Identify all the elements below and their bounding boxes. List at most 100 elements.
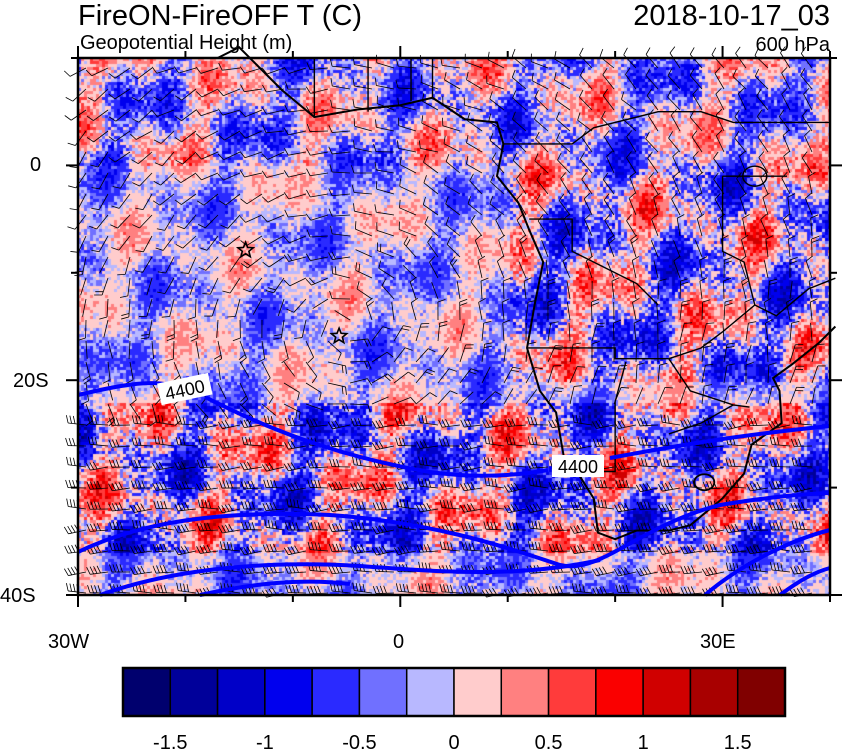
wind-barb <box>239 382 249 406</box>
country-border <box>527 347 669 360</box>
wind-barb <box>65 88 87 102</box>
wind-barb <box>701 524 725 534</box>
wind-barb <box>198 256 219 271</box>
wind-barb <box>657 319 666 342</box>
wind-barb <box>217 151 241 161</box>
colorbar-box <box>169 667 219 717</box>
wind-barb <box>668 131 681 153</box>
wind-barb <box>284 482 307 492</box>
wind-barb <box>328 125 351 133</box>
wind-barb <box>108 151 131 163</box>
wind-barb <box>365 297 374 321</box>
wind-barb <box>152 481 175 491</box>
wind-barb <box>283 403 301 421</box>
wind-barb <box>621 91 637 111</box>
wind-barb <box>371 351 394 363</box>
wind-barb <box>199 235 219 251</box>
wind-barb <box>176 214 197 230</box>
wind-barb <box>87 436 109 447</box>
wind-barb <box>180 256 197 274</box>
wind-barb <box>99 256 109 274</box>
wind-barb <box>87 585 109 594</box>
wind-barb <box>469 173 483 195</box>
wind-barb <box>128 319 131 338</box>
wind-barb <box>130 565 153 576</box>
wind-barb <box>714 67 725 90</box>
wind-barb <box>734 109 747 132</box>
wind-barb <box>518 261 527 279</box>
wind-barb <box>216 319 219 338</box>
wind-barb <box>484 477 505 489</box>
wind-barb <box>481 320 492 342</box>
wind-barb <box>501 298 510 321</box>
wind-barb <box>579 89 593 111</box>
wind-barb <box>131 109 153 123</box>
wind-barb <box>735 46 747 69</box>
wind-barb <box>108 502 131 512</box>
wind-barb <box>174 502 197 512</box>
wind-barb <box>616 435 637 447</box>
wind-barb <box>445 153 461 174</box>
wind-barb <box>213 340 223 364</box>
wind-barb <box>109 564 131 573</box>
wind-barb <box>196 193 219 206</box>
wind-barb <box>415 323 430 342</box>
wind-barb <box>351 521 373 531</box>
country-border <box>614 361 627 402</box>
wind-barb <box>371 326 391 342</box>
wind-barb <box>724 523 747 534</box>
wind-barb <box>151 109 175 117</box>
wind-barb <box>746 502 769 512</box>
wind-barb <box>125 361 134 384</box>
wind-barb <box>371 545 395 556</box>
wind-barb <box>637 437 659 447</box>
wind-barb <box>131 151 153 165</box>
wind-barb <box>154 414 175 426</box>
wind-barb <box>762 192 770 216</box>
colorbar-box <box>453 667 503 717</box>
wind-barb <box>625 67 637 90</box>
wind-barb <box>483 521 505 531</box>
wind-barb <box>261 235 285 245</box>
wind-barb <box>526 460 549 469</box>
wind-barb <box>679 300 690 321</box>
wind-barb <box>723 257 733 279</box>
wind-barb <box>240 193 263 205</box>
wind-barb <box>656 302 659 321</box>
wind-barb <box>723 385 737 405</box>
wind-barb <box>374 204 395 216</box>
wind-barb <box>198 435 219 447</box>
valid-time: 2018-10-17_03 <box>633 0 830 32</box>
wind-barb <box>131 88 153 102</box>
colorbar-label: -1.5 <box>153 732 187 750</box>
wind-barb <box>602 88 615 111</box>
wind-barb <box>329 58 351 69</box>
wind-barb <box>375 119 395 132</box>
wind-barb <box>449 256 461 279</box>
wind-barb <box>547 278 556 300</box>
wind-barb <box>519 234 528 258</box>
wind-barb <box>117 256 131 276</box>
wind-barb <box>699 277 708 300</box>
wind-barb <box>741 276 750 300</box>
wind-barb <box>527 416 549 426</box>
wind-barb <box>399 178 417 195</box>
wind-barb <box>482 419 505 429</box>
wind-barb <box>195 130 219 140</box>
wind-barb <box>503 344 507 363</box>
wind-barb <box>87 416 109 426</box>
wind-barb <box>628 192 637 216</box>
colorbar-label: -0.5 <box>342 732 376 750</box>
wind-barb <box>481 342 493 363</box>
wind-barb <box>263 479 285 489</box>
wind-barb <box>129 403 141 420</box>
wind-barb <box>669 46 681 69</box>
wind-barb <box>765 235 774 258</box>
wind-barb <box>110 214 131 229</box>
wind-barb <box>569 342 581 363</box>
wind-barb <box>438 418 461 428</box>
wind-barb <box>262 543 285 553</box>
wind-barb <box>374 161 395 174</box>
wind-barb <box>607 234 616 258</box>
star-icon <box>329 326 349 345</box>
